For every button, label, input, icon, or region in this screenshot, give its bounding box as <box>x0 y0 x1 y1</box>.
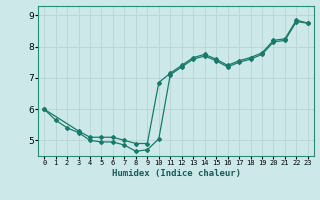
X-axis label: Humidex (Indice chaleur): Humidex (Indice chaleur) <box>111 169 241 178</box>
